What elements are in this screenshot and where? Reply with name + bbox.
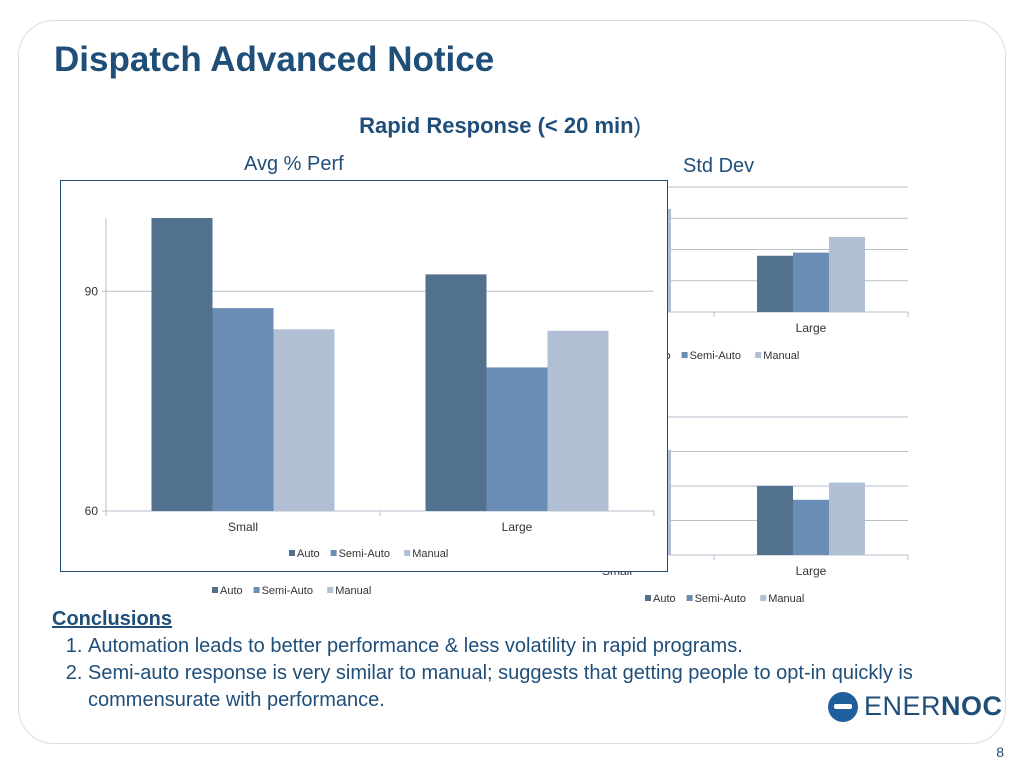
logo-text-light: ENER <box>864 691 942 721</box>
conclusions-heading: Conclusions <box>52 608 173 630</box>
bar-manual-small <box>273 329 335 511</box>
bar-auto-large <box>757 486 793 555</box>
logo-mark-icon <box>828 692 858 722</box>
bar-manual-large <box>829 237 865 312</box>
legend-swatch <box>755 352 762 358</box>
legend-swatch <box>681 352 688 358</box>
legend-label: Auto <box>297 548 320 560</box>
bar-semi-auto-large <box>486 367 548 511</box>
legend-label: Semi-Auto <box>695 593 746 605</box>
legend-label: Manual <box>763 350 799 362</box>
legend-label: Manual <box>768 593 804 605</box>
subtitle-paren: ) <box>633 113 641 138</box>
bar-semi-auto-large <box>793 252 829 312</box>
bar-auto-large <box>757 255 793 312</box>
y-tick-label: 60 <box>85 504 99 518</box>
legend-label: Auto <box>653 593 676 605</box>
legend-label: Semi-Auto <box>339 548 390 560</box>
legend-label: Semi-Auto <box>262 585 313 597</box>
slide-subtitle: Rapid Response (< 20 min) <box>0 113 1000 139</box>
logo-text-bold: NOC <box>941 691 1003 721</box>
bar-manual-large <box>547 330 609 511</box>
std-dev-label: Std Dev <box>683 155 755 177</box>
legend-swatch <box>686 595 693 601</box>
bar-auto-small <box>151 218 213 511</box>
legend-swatch <box>327 587 334 593</box>
avg-perf-chart: Small Large 60 90 Auto Semi-Auto Manual <box>85 218 655 560</box>
conclusions-list: Automation leads to better performance &… <box>52 633 1024 714</box>
x-tick-label: Large <box>502 520 533 534</box>
bar-semi-auto-large <box>793 499 829 555</box>
subtitle-bold: Rapid Response (< 20 min <box>359 113 634 138</box>
legend-swatch <box>330 550 337 556</box>
legend-swatch <box>289 550 295 556</box>
page-number: 8 <box>996 744 1004 760</box>
legend-label: Semi-Auto <box>690 350 741 362</box>
bar-auto-large <box>425 274 487 511</box>
bar-semi-auto-small <box>212 308 274 511</box>
legend-label: Manual <box>335 585 371 597</box>
conclusion-item: Semi-auto response is very similar to ma… <box>88 660 1024 714</box>
bar-manual-large <box>829 482 865 555</box>
legend-label: Auto <box>220 585 243 597</box>
legend-label: Manual <box>412 548 448 560</box>
conclusions: Conclusions Automation leads to better p… <box>52 608 1024 714</box>
legend-swatch <box>645 595 651 601</box>
logo-wordmark: ENERNOC <box>864 691 1003 722</box>
slide-title: Dispatch Advanced Notice <box>54 40 495 79</box>
legend-swatch <box>404 550 411 556</box>
y-tick-label: 90 <box>85 284 99 298</box>
x-tick-label: Small <box>228 520 258 534</box>
legend-swatch <box>760 595 767 601</box>
legend-swatch <box>253 587 260 593</box>
avg-perf-label: Avg % Perf <box>244 153 344 175</box>
x-tick-label: Large <box>796 564 827 578</box>
legend-swatch <box>212 587 218 593</box>
x-tick-label: Large <box>796 321 827 335</box>
avg-perf-chart-popup: Small Large 60 90 Auto Semi-Auto Manual <box>60 180 668 572</box>
conclusion-item: Automation leads to better performance &… <box>88 633 1024 660</box>
